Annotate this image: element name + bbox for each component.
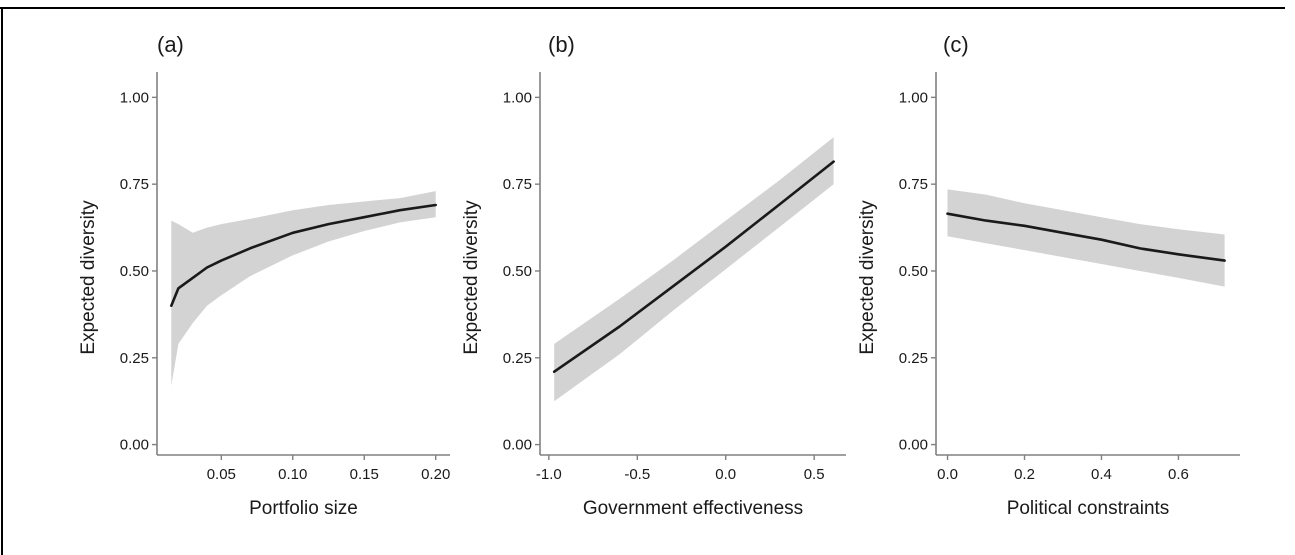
series-line bbox=[946, 212, 1226, 262]
y-tick-label: 1.00 bbox=[120, 89, 149, 106]
panel-label: (b) bbox=[548, 32, 575, 57]
panel-b: 0.00 0.25 0.50 0.75 1.00 -1.0 -0.5 0.0 0.5Govern… bbox=[461, 32, 846, 519]
y-tick-label: 0.50 bbox=[120, 263, 149, 280]
panel-c: 0.00 0.25 0.50 0.75 1.00 0.0 0.2 0.4 0.6 Politica… bbox=[857, 32, 1240, 519]
y-axis-title: Expected diversity bbox=[857, 200, 878, 355]
y-tick-label: 0.25 bbox=[120, 350, 149, 367]
figure-frame-top bbox=[0, 7, 1285, 9]
y-axis-title: Expected diversity bbox=[461, 200, 482, 355]
x-tick-label: 0.15 bbox=[350, 466, 379, 483]
y-tick-label: 0.50 bbox=[899, 263, 928, 280]
y-tick-label: 0.75 bbox=[899, 176, 928, 193]
series-line bbox=[552, 160, 835, 374]
x-tick-label: -1.0 bbox=[536, 466, 562, 483]
confidence-ribbon bbox=[171, 191, 436, 386]
x-tick-label: 0.5 bbox=[804, 466, 825, 483]
x-axis-title: Portfolio size bbox=[249, 498, 358, 519]
x-tick-label: 0.0 bbox=[937, 466, 958, 483]
figure-frame-left bbox=[1, 7, 3, 555]
x-tick-label: 0.0 bbox=[715, 466, 736, 483]
x-tick-label: 0.4 bbox=[1091, 466, 1112, 483]
x-axis-title: Political constraints bbox=[1007, 498, 1170, 519]
y-tick-label: 1.00 bbox=[899, 89, 928, 106]
y-tick-label: 0.50 bbox=[503, 263, 532, 280]
panel-a: 0.00 0.25 0.50 0.75 1.00 0.05 0.10 0.15 0.20 Port… bbox=[78, 32, 450, 519]
panel-label: (a) bbox=[157, 32, 184, 57]
y-axis-title: Expected diversity bbox=[78, 200, 99, 355]
y-tick-label: 0.25 bbox=[899, 350, 928, 367]
y-tick-label: 0.00 bbox=[503, 437, 532, 454]
x-tick-label: 0.05 bbox=[207, 466, 236, 483]
y-tick-label: 0.75 bbox=[503, 176, 532, 193]
y-tick-label: 1.00 bbox=[503, 89, 532, 106]
x-tick-label: 0.10 bbox=[278, 466, 307, 483]
x-tick-label: 0.2 bbox=[1014, 466, 1035, 483]
y-tick-label: 0.75 bbox=[120, 176, 149, 193]
x-tick-label: 0.6 bbox=[1168, 466, 1189, 483]
x-tick-label: 0.20 bbox=[421, 466, 450, 483]
y-tick-label: 0.00 bbox=[899, 437, 928, 454]
panel-label: (c) bbox=[943, 32, 969, 57]
x-axis-title: Government effectiveness bbox=[583, 498, 803, 519]
x-tick-label: -0.5 bbox=[624, 466, 650, 483]
y-tick-label: 0.25 bbox=[503, 350, 532, 367]
y-tick-label: 0.00 bbox=[120, 437, 149, 454]
